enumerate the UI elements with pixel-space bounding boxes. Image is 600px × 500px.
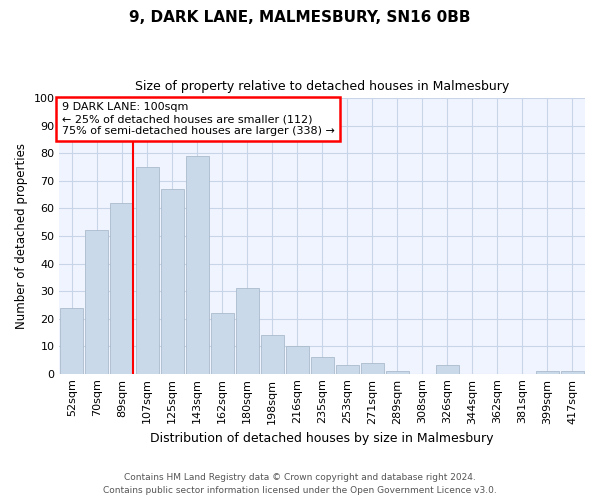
Bar (85, 230, 109, 374)
Y-axis label: Number of detached properties: Number of detached properties (15, 143, 28, 329)
Text: 9, DARK LANE, MALMESBURY, SN16 0BB: 9, DARK LANE, MALMESBURY, SN16 0BB (129, 10, 471, 25)
Bar (386, 371, 409, 374)
Bar (185, 156, 209, 374)
Bar (536, 371, 559, 374)
Bar (336, 366, 359, 374)
Bar (161, 189, 184, 374)
Bar (136, 167, 158, 374)
Text: Contains HM Land Registry data © Crown copyright and database right 2024.
Contai: Contains HM Land Registry data © Crown c… (103, 474, 497, 495)
Bar (311, 357, 334, 374)
Bar (211, 313, 233, 374)
X-axis label: Distribution of detached houses by size in Malmesbury: Distribution of detached houses by size … (151, 432, 494, 445)
Text: 9 DARK LANE: 100sqm
← 25% of detached houses are smaller (112)
75% of semi-detac: 9 DARK LANE: 100sqm ← 25% of detached ho… (62, 102, 335, 136)
Bar (561, 371, 584, 374)
Bar (361, 362, 384, 374)
Bar (286, 346, 308, 374)
Title: Size of property relative to detached houses in Malmesbury: Size of property relative to detached ho… (135, 80, 509, 93)
Bar (61, 308, 83, 374)
Bar (436, 366, 459, 374)
Bar (260, 335, 284, 374)
Bar (110, 203, 133, 374)
Bar (236, 288, 259, 374)
